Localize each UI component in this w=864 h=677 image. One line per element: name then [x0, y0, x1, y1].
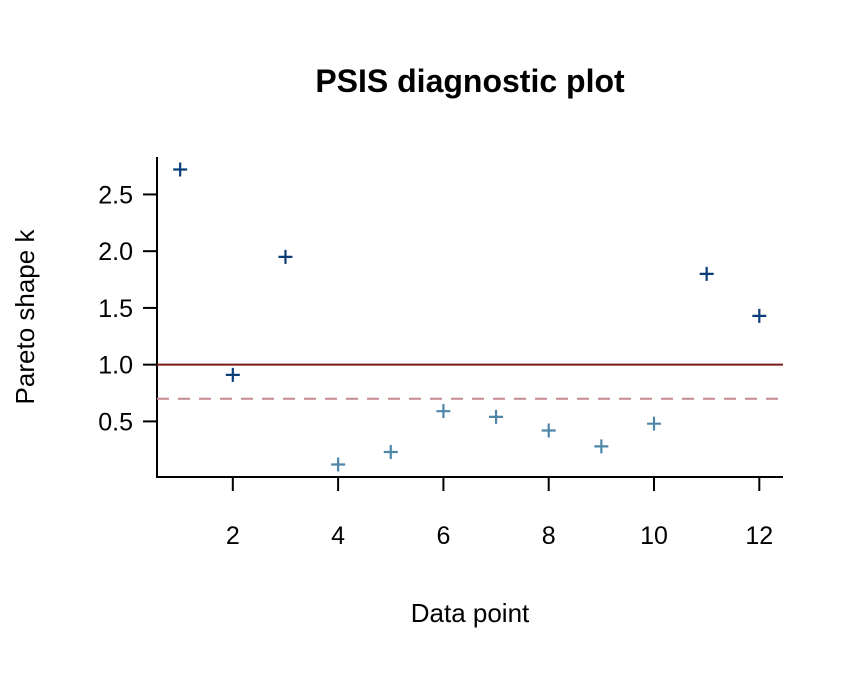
data-point-plus-marker [699, 266, 714, 281]
x-tick-label: 12 [745, 522, 773, 550]
x-tick-label: 8 [542, 522, 556, 550]
axis-lines [156, 157, 783, 478]
data-point-plus-marker [752, 308, 767, 323]
y-axis-label: Pareto shape k [10, 229, 40, 405]
x-tick-label: 6 [436, 522, 450, 550]
y-tick-label: 1.0 [98, 352, 133, 380]
data-points [173, 162, 767, 472]
y-tick-label: 2.0 [98, 238, 133, 266]
data-point-plus-marker [436, 404, 451, 419]
x-axis-label: Data point [411, 598, 530, 628]
data-point-plus-marker [225, 367, 240, 382]
reference-lines [157, 363, 783, 400]
axes: 2 4 6 8 10 12 0.5 1.0 1.5 2.0 2.5 [98, 157, 783, 550]
chart-title: PSIS diagnostic plot [315, 63, 625, 99]
data-point-plus-marker [594, 439, 609, 454]
y-tick-label: 1.5 [98, 295, 133, 323]
data-point-plus-marker [489, 409, 504, 424]
data-point-plus-marker [383, 445, 398, 460]
x-tick-label: 2 [226, 522, 240, 550]
data-point-plus-marker [331, 457, 346, 472]
data-point-plus-marker [541, 423, 556, 438]
y-tick-label: 0.5 [98, 408, 133, 436]
data-point-plus-marker [173, 162, 188, 177]
data-point-plus-marker [647, 416, 662, 431]
x-tick-label: 4 [331, 522, 345, 550]
x-tick-label: 10 [640, 522, 668, 550]
y-tick-label: 2.5 [98, 181, 133, 209]
data-point-plus-marker [278, 249, 293, 264]
